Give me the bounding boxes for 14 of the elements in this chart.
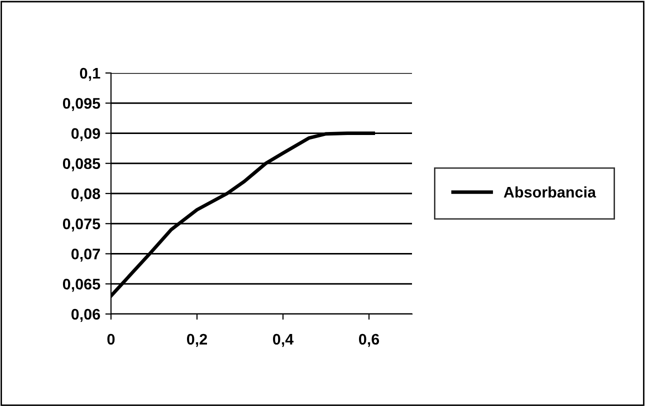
x-tick-label: 0,2 [186,334,208,347]
y-tick-label: 0,1 [80,68,100,81]
y-tick-label: 0,075 [62,218,100,232]
x-tick-label: 0,6 [358,334,380,347]
x-tick-label: 0 [107,334,115,345]
y-tick-label: 0,06 [71,308,100,322]
y-tick-label: 0,09 [71,128,100,142]
y-tick-label: 0,085 [62,158,100,172]
y-tick-label: 0,065 [62,278,100,292]
legend-label: Absorbancia [504,186,596,198]
x-tick-label: 0,4 [272,334,294,347]
y-tick-label: 0,07 [71,248,100,262]
y-tick-label: 0,095 [62,98,100,112]
y-tick-label: 0,08 [71,188,100,202]
